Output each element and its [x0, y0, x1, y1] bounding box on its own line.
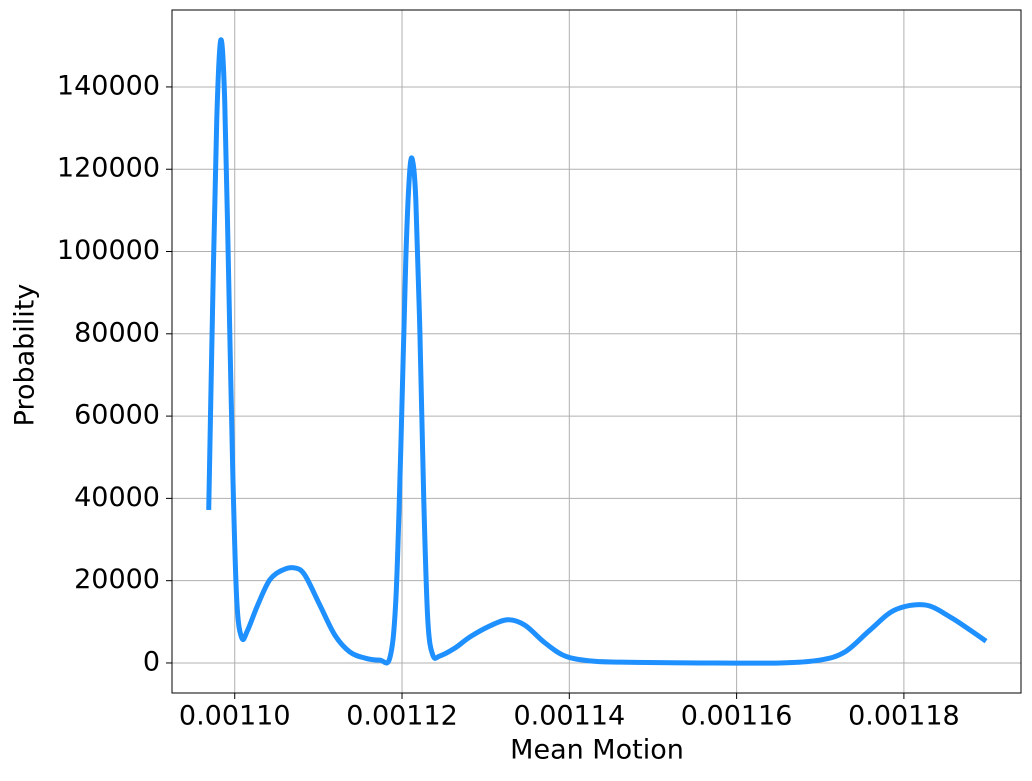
- line-series: [206, 37, 988, 666]
- x-tick-label: 0.00116: [681, 701, 793, 732]
- y-tick-label: 0: [143, 646, 160, 677]
- x-axis-label: Mean Motion: [510, 735, 684, 766]
- plot-frame: [171, 9, 1022, 694]
- y-tick-label: 120000: [57, 153, 160, 184]
- y-tick-label: 20000: [74, 564, 160, 595]
- y-axis-label: Probability: [10, 284, 41, 427]
- y-tick-label: 60000: [74, 400, 160, 431]
- y-tick-label: 100000: [57, 235, 160, 266]
- x-tick-label: 0.00112: [346, 701, 458, 732]
- x-tick-label: 0.00118: [848, 701, 960, 732]
- x-tick-label: 0.00110: [179, 701, 291, 732]
- y-tick-label: 80000: [74, 317, 160, 348]
- y-tick-label: 140000: [57, 70, 160, 101]
- x-tick-label: 0.00114: [513, 701, 625, 732]
- y-tick-label: 40000: [74, 482, 160, 513]
